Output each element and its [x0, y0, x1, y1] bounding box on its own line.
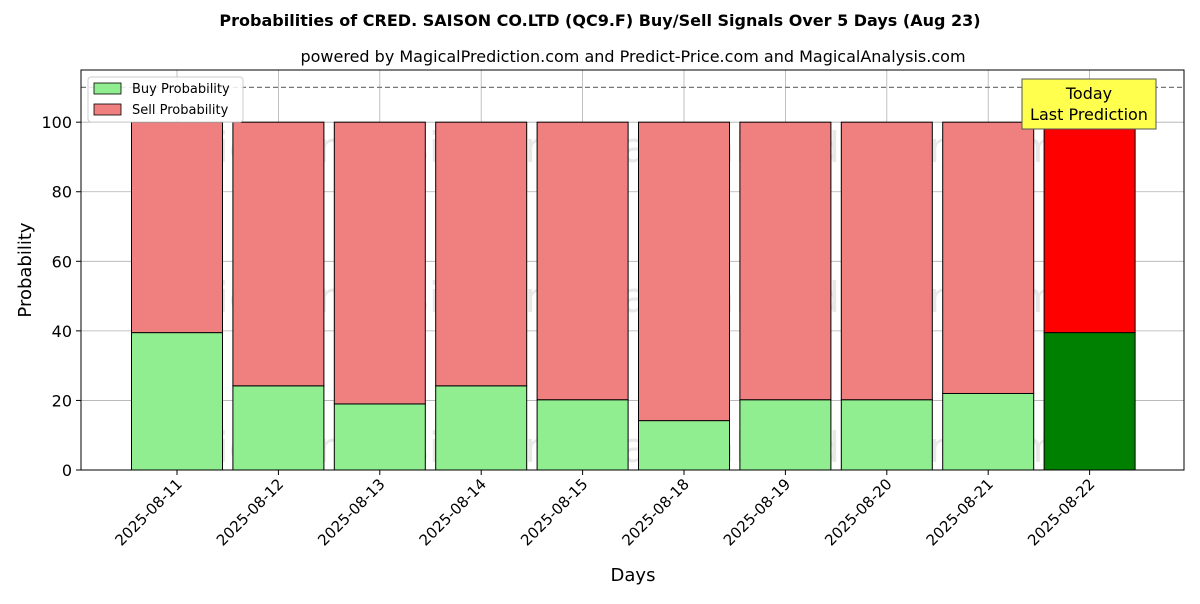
bar-buy-2025-08-20 [840, 399, 933, 471]
plot-frame [80, 69, 1185, 471]
today-annotation: Today Last Prediction [1021, 78, 1157, 130]
annotation-box [1021, 78, 1157, 130]
y-tick-label: 100 [41, 113, 72, 132]
annotation-line-today: Today [1065, 84, 1112, 103]
bar-sell-2025-08-13 [333, 121, 426, 405]
chart-title: Probabilities of CRED. SAISON CO.LTD (QC… [219, 11, 980, 30]
bar-buy-2025-08-13 [333, 403, 426, 471]
annotation-line-last-prediction: Last Prediction [1030, 105, 1148, 124]
legend: Buy Probability Sell Probability [87, 76, 244, 123]
bar-sell-2025-08-22 [1043, 121, 1136, 334]
legend-box [87, 76, 244, 123]
bar-buy-2025-08-15 [536, 399, 629, 471]
y-tick-label: 0 [62, 461, 72, 480]
y-tick-label: 80 [52, 183, 72, 202]
bar-buy-2025-08-21 [942, 392, 1035, 471]
bar-sell-2025-08-11 [131, 121, 223, 334]
x-axis-label: Days [611, 565, 656, 586]
bar-buy-2025-08-18 [638, 420, 730, 471]
bar-sell-2025-08-14 [435, 121, 528, 387]
legend-label-buy: Buy Probability [132, 82, 230, 97]
bar-sell-2025-08-12 [232, 121, 325, 387]
bar-buy-2025-08-11 [131, 332, 223, 471]
bar-buy-2025-08-19 [739, 399, 832, 471]
y-axis: 0 20 40 60 80 100 [41, 113, 81, 480]
y-axis-label: Probability [15, 222, 36, 317]
bar-buy-2025-08-22 [1043, 332, 1136, 471]
y-tick-label: 20 [52, 391, 72, 410]
legend-label-sell: Sell Probability [132, 103, 229, 118]
bars [131, 121, 1136, 471]
bar-sell-2025-08-15 [536, 121, 629, 401]
legend-swatch-buy [93, 82, 122, 95]
y-tick-label: 60 [52, 252, 72, 271]
bar-sell-2025-08-20 [840, 121, 933, 401]
bar-buy-2025-08-14 [435, 385, 528, 471]
bar-sell-2025-08-21 [942, 121, 1035, 394]
y-tick-label: 40 [52, 322, 72, 341]
bar-sell-2025-08-18 [638, 121, 730, 422]
legend-swatch-sell [93, 103, 122, 116]
bar-buy-2025-08-12 [232, 385, 325, 471]
chart-subtitle: powered by MagicalPrediction.com and Pre… [300, 47, 965, 66]
bar-sell-2025-08-19 [739, 121, 832, 401]
